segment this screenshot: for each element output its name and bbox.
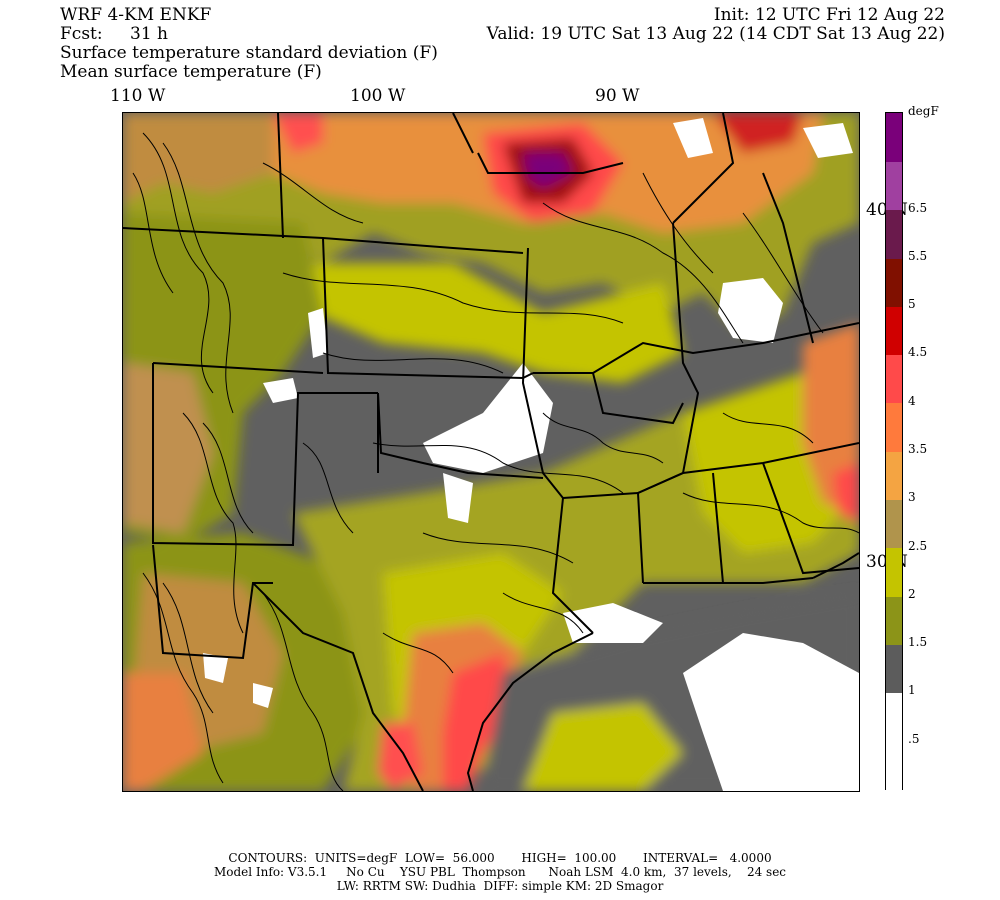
forecast-hour-label: Fcst: — [60, 24, 103, 44]
colorbar-tick-label: .5 — [908, 731, 920, 746]
colorbar-segment — [886, 257, 902, 307]
valid-time: Valid: 19 UTC Sat 13 Aug 22 (14 CDT Sat … — [486, 24, 945, 44]
longitude-label-100w: 100 W — [350, 86, 406, 106]
longitude-label-90w: 90 W — [595, 86, 640, 106]
temperature-std-dev-map — [123, 113, 859, 791]
colorbar-segment — [886, 644, 902, 694]
colorbar-segment — [886, 113, 902, 162]
forecast-hour-value: 31 h — [130, 24, 168, 44]
colorbar-tick-label: 1 — [908, 683, 916, 698]
colorbar — [885, 112, 903, 790]
colorbar-units: degF — [908, 104, 939, 118]
colorbar-segment — [886, 547, 902, 597]
temperature-contours — [132, 132, 859, 791]
footer-contours-info: CONTOURS: UNITS=degF LOW= 56.000 HIGH= 1… — [228, 851, 772, 865]
boundary-lines — [123, 113, 859, 791]
init-time: Init: 12 UTC Fri 12 Aug 22 — [713, 5, 945, 25]
footer-physics-info: LW: RRTM SW: Dudhia DIFF: simple KM: 2D … — [336, 879, 664, 893]
colorbar-tick-label: 1.5 — [908, 635, 928, 650]
colorbar-segment — [886, 595, 902, 645]
colorbar-tick-label: 2 — [908, 586, 916, 601]
colorbar-segment — [886, 306, 902, 356]
colorbar-segment — [886, 161, 902, 211]
colorbar-segment — [886, 354, 902, 404]
colorbar-segment — [886, 740, 902, 790]
colorbar-segment — [886, 692, 902, 742]
colorbar-segment — [886, 402, 902, 452]
colorbar-tick-label: 4.5 — [908, 345, 928, 360]
shaded-field-title: Surface temperature standard deviation (… — [60, 43, 438, 63]
colorbar-tick-label: 4 — [908, 393, 916, 408]
contour-field-title: Mean surface temperature (F) — [60, 62, 322, 82]
colorbar-segment — [886, 209, 902, 259]
map-panel — [122, 112, 860, 792]
model-title: WRF 4-KM ENKF — [60, 5, 212, 25]
colorbar-tick-label: 6.5 — [908, 200, 928, 215]
longitude-label-110w: 110 W — [110, 86, 166, 106]
low-spread-areas — [203, 118, 859, 791]
footer-model-info: Model Info: V3.5.1 No Cu YSU PBL Thompso… — [213, 865, 787, 879]
colorbar-tick-label: 3 — [908, 490, 916, 505]
colorbar-tick-label: 2.5 — [908, 538, 928, 553]
colorbar-segment — [886, 451, 902, 500]
colorbar-tick-label: 5.5 — [908, 248, 928, 263]
colorbar-tick-label: 3.5 — [908, 442, 928, 456]
colorbar-segment — [886, 499, 902, 549]
colorbar-tick-label: 5 — [908, 297, 916, 312]
